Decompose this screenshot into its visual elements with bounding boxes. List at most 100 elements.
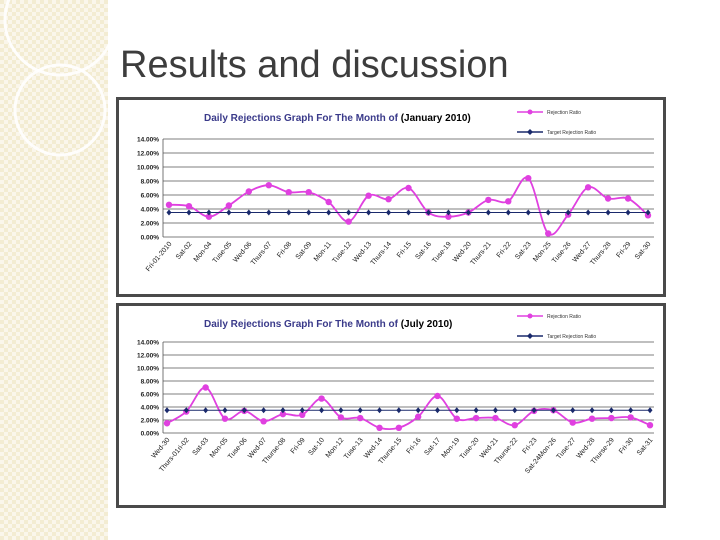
x-tick-label: Sat-16 — [414, 241, 433, 261]
data-point-rejection — [225, 202, 233, 209]
data-point-target — [570, 407, 576, 414]
data-point-rejection — [279, 410, 287, 418]
data-point-target — [465, 209, 471, 216]
y-tick-label: 4.00% — [141, 405, 160, 412]
data-point-target — [589, 407, 595, 414]
chart-legend: Rejection Ratio Target Rejection Ratio — [517, 313, 596, 340]
decorative-circles — [3, 0, 117, 157]
data-point-rejection — [445, 213, 452, 220]
data-point-rejection — [357, 414, 364, 422]
legend-label: Rejection Ratio — [547, 110, 581, 116]
data-point-rejection — [569, 419, 576, 426]
data-point-target — [206, 209, 212, 216]
chart-title-period: (July 2010) — [401, 319, 453, 330]
data-point-rejection — [608, 414, 615, 422]
data-point-target — [434, 407, 440, 414]
x-tick-label: Fri-22 — [496, 241, 513, 260]
data-point-target — [628, 407, 634, 414]
data-point-target — [299, 407, 305, 414]
y-tick-label: 8.00% — [141, 379, 160, 386]
data-point-target — [338, 407, 344, 414]
data-point-rejection — [584, 184, 592, 191]
x-tick-label: Sat-31 — [636, 437, 655, 457]
legend-label: Target Rejection Ratio — [547, 130, 596, 136]
y-tick-label: 12.00% — [137, 353, 159, 360]
x-tick-label: Fri-16 — [406, 437, 423, 456]
y-tick-label: 14.00% — [137, 340, 159, 347]
data-point-target — [246, 209, 252, 216]
chart-title: Daily Rejections Graph For The Month of … — [204, 319, 452, 330]
x-tick-label: Thurs-07 — [250, 241, 273, 267]
data-point-rejection — [165, 201, 173, 208]
chart-title-prefix: Daily Rejections Graph For The Month of — [204, 113, 401, 124]
data-point-target — [415, 407, 421, 414]
y-tick-label: 6.00% — [141, 392, 160, 399]
legend-marker — [527, 333, 533, 339]
data-point-target — [166, 209, 172, 216]
y-tick-label: 10.00% — [137, 366, 159, 373]
chart-panel-july: Daily Rejections Graph For The Month of … — [116, 303, 666, 508]
data-point-target — [505, 209, 511, 216]
data-point-target — [366, 209, 372, 216]
data-point-rejection — [318, 395, 325, 402]
x-tick-label: Mon-25 — [532, 241, 553, 264]
x-tick-label: Fri-08 — [276, 241, 293, 260]
data-point-rejection — [202, 384, 209, 391]
data-point-target — [625, 209, 631, 216]
data-point-rejection — [627, 414, 634, 421]
data-point-rejection — [365, 192, 372, 199]
data-point-rejection — [376, 424, 383, 431]
x-tick-label: Thurs-21 — [469, 241, 492, 267]
data-point-target — [531, 407, 537, 414]
data-point-rejection — [337, 414, 345, 421]
y-tick-label: 14.00% — [137, 137, 159, 144]
data-point-rejection — [221, 415, 229, 422]
data-point-rejection — [485, 196, 492, 204]
x-tick-label: Sat-23 — [514, 241, 533, 261]
chart-panel-january: Daily Rejections Graph For The Month of … — [116, 97, 666, 297]
data-point-rejection — [453, 415, 460, 422]
data-point-target — [241, 407, 247, 414]
data-point-target — [326, 209, 332, 216]
chart-july: Daily Rejections Graph For The Month of … — [137, 313, 655, 475]
data-point-rejection — [395, 424, 403, 431]
data-point-rejection — [205, 213, 213, 220]
x-tick-label: Fri-29 — [615, 241, 632, 260]
x-tick-label: Thurs-14 — [370, 241, 393, 267]
data-point-rejection — [545, 230, 552, 237]
chart-title: Daily Rejections Graph For The Month of … — [204, 113, 471, 124]
data-point-target — [512, 407, 518, 414]
data-point-target — [286, 209, 292, 216]
data-point-target — [396, 407, 402, 414]
y-tick-label: 12.00% — [137, 151, 159, 158]
data-point-target — [280, 407, 286, 414]
x-tick-label: Fri-01-2010 — [145, 241, 174, 273]
y-tick-label: 2.00% — [141, 221, 160, 228]
data-point-rejection — [505, 198, 512, 205]
data-point-rejection — [305, 189, 312, 196]
data-point-rejection — [345, 218, 352, 225]
data-point-target — [454, 407, 460, 414]
data-point-target — [425, 209, 431, 216]
data-point-target — [492, 407, 498, 414]
data-point-rejection — [624, 195, 632, 202]
x-tick-label: Sat-10 — [307, 437, 326, 457]
y-tick-label: 4.00% — [141, 207, 160, 214]
y-tick-label: 0.00% — [141, 431, 160, 438]
x-tick-label: Tuse-13 — [343, 437, 365, 461]
data-point-target — [565, 209, 571, 216]
data-point-rejection — [646, 422, 654, 429]
x-tick-label: Tuse-05 — [212, 241, 234, 265]
x-tick-label: Tuse-27 — [556, 437, 578, 461]
legend-label: Rejection Ratio — [547, 314, 581, 320]
data-point-rejection — [299, 411, 306, 418]
data-point-rejection — [472, 414, 480, 422]
x-tick-label: Mon-04 — [193, 241, 214, 264]
legend-marker — [527, 129, 533, 135]
data-point-rejection — [604, 195, 612, 202]
chart-january: Daily Rejections Graph For The Month of … — [137, 109, 654, 273]
data-point-target — [186, 209, 192, 216]
x-tick-label: Fri-23 — [521, 437, 538, 456]
chart-title-period: (January 2010) — [401, 113, 471, 124]
data-point-target — [183, 407, 189, 414]
